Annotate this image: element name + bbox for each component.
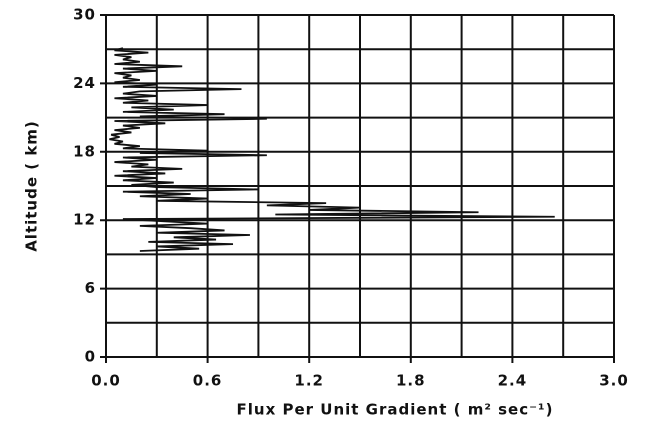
- x-tick-label: 3.0: [599, 372, 629, 390]
- y-axis-label: Altitude ( km): [23, 120, 41, 252]
- x-tick-label: 0.0: [91, 372, 121, 390]
- profile-line: [109, 47, 555, 252]
- y-tick-label: 6: [85, 279, 96, 297]
- y-tick-label: 18: [73, 142, 96, 160]
- y-tick-label: 12: [73, 211, 96, 229]
- x-tick-label: 2.4: [498, 372, 528, 390]
- x-axis-label: Flux Per Unit Gradient ( m² sec⁻¹): [237, 401, 554, 419]
- y-tick-label: 30: [73, 6, 96, 24]
- y-tick-label: 24: [73, 74, 96, 92]
- x-tick-label: 1.2: [294, 372, 324, 390]
- x-tick-label: 0.6: [193, 372, 223, 390]
- y-tick-label: 0: [85, 348, 96, 366]
- x-tick-label: 1.8: [396, 372, 426, 390]
